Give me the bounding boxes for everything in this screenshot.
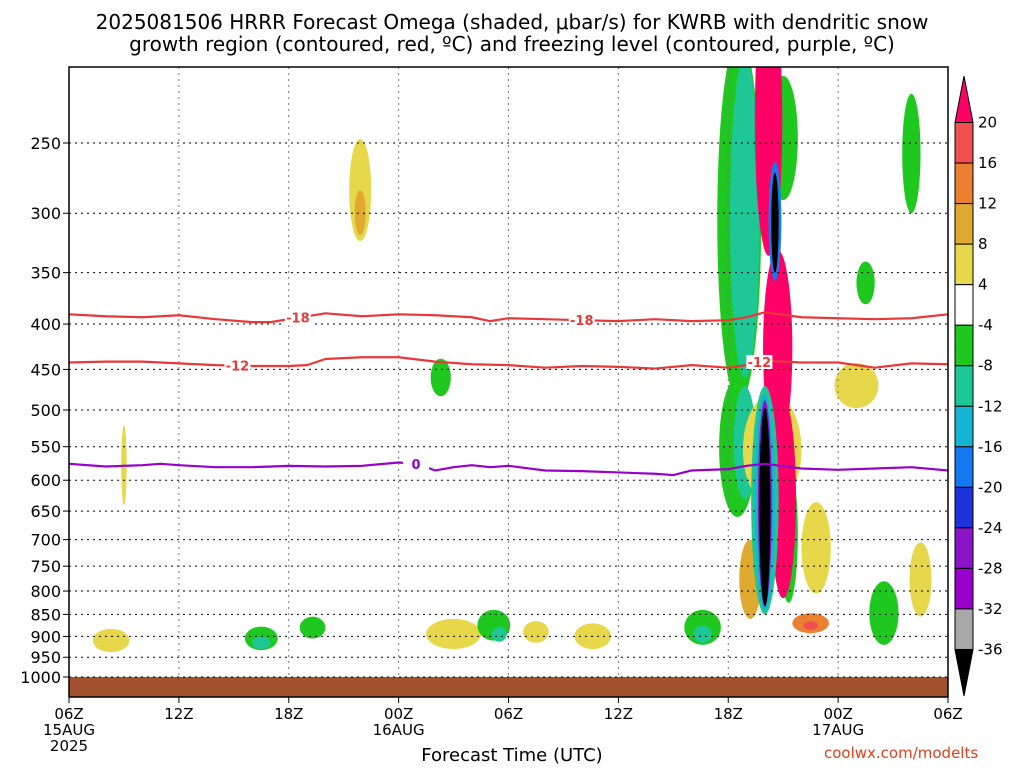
colorbar-label: 12	[978, 195, 997, 213]
colorbar-box	[954, 162, 974, 205]
y-tick-label: 450	[30, 360, 61, 379]
y-tick-label: 900	[30, 627, 61, 646]
x-tick-label: 12Z	[604, 705, 633, 723]
y-tick-label: 250	[30, 134, 61, 153]
dendritic-contour-label-bg	[224, 358, 251, 373]
colorbar-arrow-top	[954, 75, 974, 124]
omega-region	[902, 93, 921, 214]
y-tick-label: 750	[30, 557, 61, 576]
dendritic-contour	[68, 311, 949, 324]
x-tick-label: 18Z	[274, 705, 303, 723]
chart-title-line-1: 2025081506 HRRR Forecast Omega (shaded, …	[95, 10, 929, 34]
omega-region	[252, 636, 271, 650]
ground-fill	[69, 677, 948, 697]
y-tick-label: 850	[30, 605, 61, 624]
y-tick-label: 700	[30, 531, 61, 550]
dendritic-contour-label-bg	[284, 310, 311, 325]
x-tick-label: 06Z	[494, 705, 523, 723]
x-tick-label: 00Z	[823, 705, 852, 723]
colorbar-label: 20	[978, 114, 997, 132]
omega-region	[803, 621, 818, 630]
colorbar-box	[954, 243, 974, 286]
y-tick-label: 400	[30, 315, 61, 334]
colorbar-label: -12	[978, 397, 1003, 415]
y-tick-label: 950	[30, 648, 61, 667]
colorbar-label: -16	[978, 438, 1003, 456]
colorbar-box	[954, 608, 974, 650]
colorbar-box	[954, 405, 974, 448]
grid-lines	[68, 67, 949, 678]
y-tick-label: 350	[30, 264, 61, 283]
omega-region	[299, 616, 326, 639]
colorbar-label: 8	[978, 235, 988, 253]
colorbar-label: -24	[978, 519, 1003, 537]
x-tick-year-label: 2025	[50, 737, 88, 755]
dendritic-contour-label: -12	[748, 356, 772, 371]
omega-region	[430, 358, 451, 397]
y-tick-label: 500	[30, 401, 61, 420]
dendritic-contour-label-bg	[568, 313, 595, 328]
dendritic-contour-label-bg	[746, 355, 773, 370]
x-tick-label: 06Z	[933, 705, 962, 723]
colorbar-label: -32	[978, 600, 1003, 618]
colorbar-box	[954, 203, 974, 245]
colorbar-label: -4	[978, 316, 993, 334]
colorbar-label: 4	[978, 276, 988, 294]
y-tick-label: 300	[30, 204, 61, 223]
x-tick-date-label: 17AUG	[812, 721, 864, 739]
colorbar-box	[954, 486, 974, 529]
chart-title-line-2: growth region (contoured, red, ºC) and f…	[129, 32, 895, 56]
colorbar-box	[954, 567, 974, 610]
freezing-level-contour	[68, 461, 949, 477]
x-tick-label: 18Z	[714, 705, 743, 723]
colorbar-label: -8	[978, 357, 993, 375]
dendritic-contour-label: -12	[226, 360, 250, 375]
freezing-level-label-bg	[403, 456, 430, 471]
y-tick-label: 650	[30, 502, 61, 521]
colorbar-box	[954, 284, 974, 326]
y-tick-label: 800	[30, 582, 61, 601]
omega-region	[693, 625, 712, 643]
colorbar-box	[954, 365, 974, 407]
omega-region	[771, 172, 779, 273]
y-tick-label: 600	[30, 471, 61, 490]
omega-region	[909, 542, 932, 617]
colorbar-arrow-bottom	[954, 648, 974, 697]
omega-region	[730, 67, 760, 378]
omega-region	[856, 261, 875, 305]
omega-region	[759, 408, 771, 607]
watermark-link[interactable]: coolwx.com/modelts	[824, 744, 979, 762]
x-tick-label: 06Z	[54, 705, 83, 723]
colorbar-box	[954, 446, 974, 488]
x-tick-label: 12Z	[164, 705, 193, 723]
x-tick-label: 00Z	[384, 705, 413, 723]
colorbar-box	[954, 527, 974, 569]
colorbar-box	[954, 122, 974, 164]
x-axis-label: Forecast Time (UTC)	[421, 745, 603, 766]
x-tick-date-label: 15AUG	[43, 721, 95, 739]
omega-region	[801, 502, 831, 594]
dendritic-contour-label: -18	[286, 312, 310, 327]
x-tick-date-label: 16AUG	[373, 721, 425, 739]
y-tick-label: 1000	[20, 668, 61, 687]
freezing-level-label: 0	[411, 458, 420, 473]
colorbar-label: -36	[978, 640, 1003, 658]
colorbar-box	[954, 324, 974, 367]
omega-region	[426, 618, 482, 650]
plot-background	[69, 67, 948, 697]
omega-region	[92, 628, 130, 653]
dendritic-contour-label: -18	[570, 314, 594, 329]
omega-region	[354, 190, 366, 236]
omega-region	[523, 621, 549, 643]
colorbar-label: 16	[978, 154, 997, 172]
colorbar-label: -20	[978, 478, 1003, 496]
y-tick-label: 550	[30, 438, 61, 457]
omega-region	[834, 362, 879, 409]
omega-region	[869, 581, 899, 645]
colorbar: 20 16 12 8 4 -4 -8 -12 -16 -20 -24 -28 -32 -36	[954, 75, 1003, 697]
omega-region	[492, 626, 507, 642]
colorbar-label: -28	[978, 559, 1003, 577]
